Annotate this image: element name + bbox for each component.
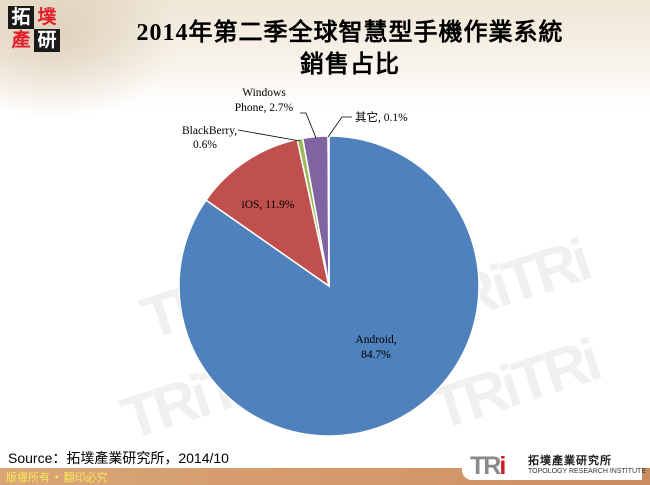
tri-logo: TRi	[470, 452, 506, 480]
brand-name-cn: 拓墣產業研究所	[528, 454, 612, 467]
pie-slices	[178, 135, 480, 437]
label-windows-phone-value: Phone, 2.7%	[235, 102, 294, 114]
chart-title-line2: 銷售占比	[300, 52, 400, 78]
source-note: Source：拓墣產業研究所，2014/10	[8, 450, 229, 466]
logo-char: 產	[11, 29, 31, 51]
leader-line-windows-phone	[300, 112, 317, 139]
label-blackberry-value: 0.6%	[193, 139, 217, 151]
pie-slice-ios	[204, 138, 331, 288]
pie-slice-其它	[327, 135, 330, 287]
label-ios: iOS, 11.9%	[242, 199, 295, 211]
brand-badge	[462, 450, 642, 480]
logo-char: 墣	[37, 6, 57, 28]
label-blackberry: BlackBerry,	[182, 125, 237, 137]
label-android: Android,	[355, 334, 396, 346]
leader-line-other	[327, 116, 352, 138]
label-other: 其它, 0.1%	[355, 110, 408, 124]
brand-name-en: TOPOLOGY RESEARCH INSTITUTE	[528, 468, 646, 475]
company-logo: 拓 墣 產 研	[8, 6, 60, 52]
logo-char: 研	[34, 29, 60, 52]
copyright-text: 版權所有 • 翻印必究	[6, 471, 108, 484]
chart-title-line1: 2014年第二季全球智慧型手機作業系統	[136, 20, 564, 46]
logo-char: 拓	[8, 6, 34, 29]
pie-slice-android	[178, 135, 480, 437]
label-android-value: 84.7%	[361, 349, 391, 361]
label-windows-phone: Windows	[242, 87, 286, 99]
leader-line-blackberry	[237, 129, 301, 142]
